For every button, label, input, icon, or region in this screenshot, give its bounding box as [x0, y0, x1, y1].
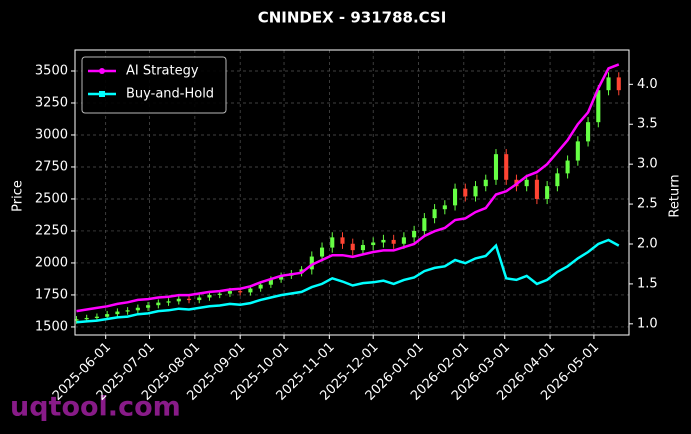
- candle-body: [473, 186, 478, 197]
- candle-body: [483, 179, 488, 187]
- candle-body: [197, 297, 202, 301]
- chart-title: CNINDEX - 931788.CSI: [258, 9, 447, 27]
- y-tick-label: 3000: [35, 127, 68, 142]
- candle-body: [534, 179, 539, 199]
- legend-marker: [99, 91, 105, 97]
- y2-tick-label: 1.5: [637, 276, 658, 291]
- candle-body: [442, 205, 447, 210]
- candle-body: [330, 237, 335, 248]
- legend-box: [81, 56, 227, 114]
- candle-body: [74, 319, 79, 321]
- candle-body: [309, 256, 314, 270]
- y2-tick-label: 3.5: [637, 117, 658, 132]
- y2-tick-label: 1.0: [637, 316, 658, 331]
- y-tick-label: 3500: [35, 63, 68, 78]
- candle-body: [217, 293, 222, 295]
- candle-body: [105, 314, 110, 317]
- candle-body: [84, 317, 89, 320]
- candle-body: [616, 77, 621, 91]
- y2-tick-label: 4.0: [637, 77, 658, 92]
- y-tick-label: 2500: [35, 191, 68, 206]
- candle-body: [340, 237, 345, 244]
- y-axis-label: Price: [11, 180, 26, 212]
- candle-body: [166, 301, 171, 303]
- y2-axis-label: Return: [668, 174, 683, 217]
- y-tick-label: 2750: [35, 159, 68, 174]
- candle-body: [545, 186, 550, 199]
- candle-body: [227, 291, 232, 294]
- candle-body: [401, 237, 406, 244]
- candle-body: [381, 239, 386, 243]
- y2-tick-label: 3.0: [637, 157, 658, 172]
- candle-body: [94, 316, 99, 318]
- candle-body: [493, 154, 499, 180]
- candle-body: [238, 291, 243, 293]
- candle-body: [350, 243, 355, 251]
- candle-body: [258, 284, 263, 289]
- candle-body: [432, 209, 437, 219]
- candle-body: [176, 298, 181, 302]
- y2-tick-label: 2.5: [637, 197, 658, 212]
- candle-body: [146, 305, 151, 308]
- candle-body: [555, 173, 560, 187]
- y-tick-label: 1500: [35, 319, 68, 334]
- candle-body: [156, 302, 161, 306]
- candle-body: [596, 90, 601, 123]
- candle-body: [524, 179, 529, 187]
- candle-body: [115, 311, 120, 315]
- y-tick-label: 2000: [35, 255, 68, 270]
- candle-body: [453, 188, 458, 206]
- candle-body: [586, 122, 591, 142]
- candle-body: [207, 294, 212, 298]
- y-tick-label: 3250: [35, 95, 68, 110]
- legend-label: Buy-and-Hold: [126, 87, 214, 102]
- candle-body: [463, 188, 468, 197]
- series-line: [76, 238, 620, 324]
- y2-tick-label: 2.0: [637, 236, 658, 251]
- y-tick-label: 1750: [35, 287, 68, 302]
- legend-label: AI Strategy: [126, 64, 199, 79]
- candle-body: [606, 77, 611, 91]
- legend-marker: [99, 68, 105, 74]
- plot-layer: [74, 50, 629, 335]
- candle-body: [135, 307, 140, 311]
- candle-body: [504, 154, 509, 180]
- candle-body: [422, 218, 427, 231]
- candle-body: [565, 160, 570, 174]
- candle-body: [391, 239, 396, 244]
- series-line: [76, 63, 620, 313]
- candle-body: [279, 275, 284, 280]
- watermark: uqtool.com: [10, 392, 181, 423]
- candle-body: [186, 298, 192, 301]
- candle-body: [360, 245, 366, 251]
- candle-body: [248, 288, 253, 293]
- candle-body: [371, 242, 376, 246]
- plot-frame: [74, 49, 630, 336]
- candle-body: [268, 279, 273, 285]
- candle-body: [412, 230, 417, 238]
- candle-body: [319, 247, 325, 257]
- y-tick-label: 2250: [35, 223, 68, 238]
- candle-body: [125, 310, 130, 312]
- candle-body: [575, 141, 580, 161]
